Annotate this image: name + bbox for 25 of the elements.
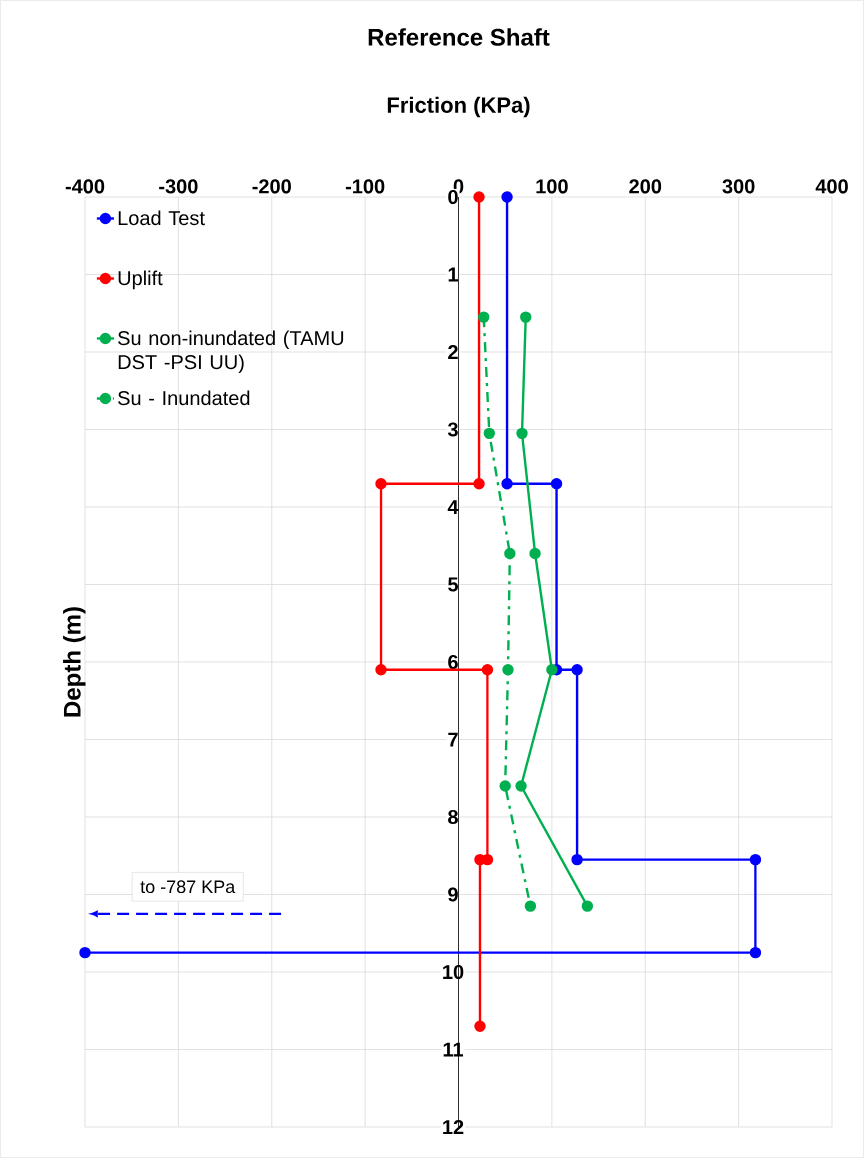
y-tick-label: 8 <box>448 809 458 825</box>
x-tick-label: -400 <box>65 179 105 194</box>
x-tick-label: -200 <box>252 179 291 194</box>
y-tick-label: 3 <box>447 422 458 437</box>
x-tick-label: 200 <box>629 179 662 194</box>
y-tick-label: 9 <box>448 887 458 902</box>
legend-label: Uplift <box>118 270 163 290</box>
annotation: to -787 KPa <box>140 880 236 894</box>
x-tick-label: 400 <box>815 179 848 194</box>
x-tick-label: -100 <box>345 179 385 194</box>
legend-label: Load Test <box>118 210 205 226</box>
y-tick-label: 7 <box>448 732 458 747</box>
y-tick-label: 1 <box>448 267 459 282</box>
chart-title: Reference Shaft <box>368 28 550 46</box>
x-tick-label: 300 <box>722 179 755 194</box>
x-tick-label: 100 <box>536 179 568 194</box>
x-axis-title: Friction (KPa) <box>387 96 530 118</box>
legend-label: Su - Inundated <box>118 390 250 406</box>
legend-label: Su non-inundated (TAMU DST -PSI UU) <box>118 330 344 374</box>
y-axis-title: Depth (m) <box>63 607 86 717</box>
y-tick-label: 5 <box>448 577 459 592</box>
y-tick-label: 6 <box>448 654 458 670</box>
y-tick-label: 12 <box>443 1120 464 1134</box>
x-tick-label: -300 <box>159 179 198 194</box>
y-tick-label: 2 <box>448 345 458 359</box>
